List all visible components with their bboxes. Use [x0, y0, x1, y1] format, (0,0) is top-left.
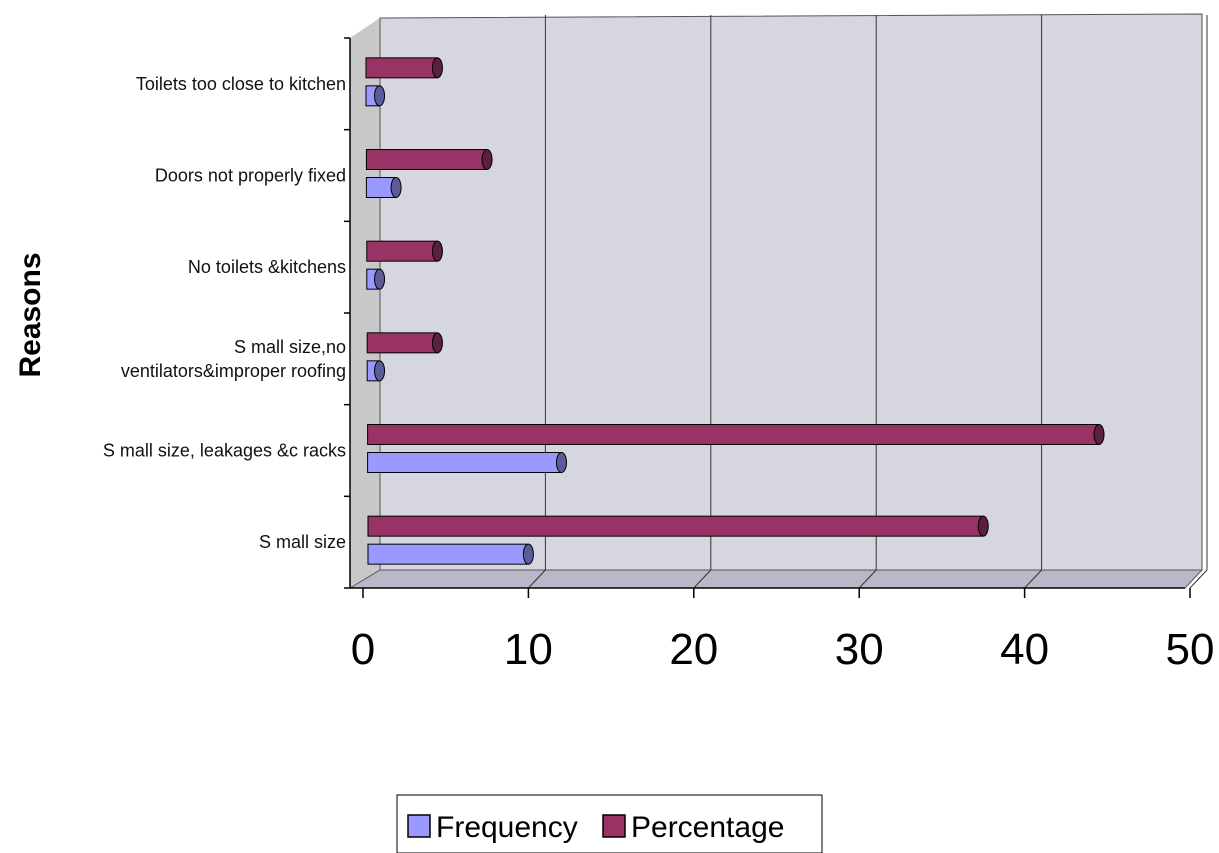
bar-end-cap [390, 177, 402, 198]
bar-end-cap [555, 452, 567, 473]
x-tick-label: 30 [835, 625, 884, 674]
x-tick-label: 0 [351, 625, 375, 674]
bar-end-cap [374, 85, 386, 107]
bar-end-cap [431, 57, 443, 79]
y-axis-title: Reasons [14, 252, 47, 377]
x-tick-label: 50 [1166, 625, 1215, 674]
x-tick-label: 40 [1000, 625, 1049, 674]
back-wall [379, 13, 1203, 571]
bar-percentage [367, 515, 984, 537]
legend-label-frequency: Frequency [436, 811, 578, 844]
bar-end-cap [522, 543, 534, 565]
gridline-floor [1189, 569, 1208, 589]
bar-percentage [366, 240, 438, 262]
bar-percentage [366, 332, 438, 354]
legend-swatch-percentage [602, 814, 626, 838]
legend: Frequency Percentage [396, 794, 823, 853]
gridlines [528, 15, 1208, 589]
bar-end-cap [977, 515, 989, 537]
bar-percentage [367, 424, 1100, 445]
bar-end-cap [481, 149, 493, 170]
bar-frequency [367, 452, 562, 473]
bar-end-cap [374, 360, 386, 382]
x-tick-label: 20 [669, 625, 718, 674]
bar-frequency [367, 543, 529, 565]
bar-end-cap [431, 332, 443, 354]
category-label: No toilets &kitchens [188, 257, 346, 277]
plot-background [348, 13, 1204, 589]
category-label: S mall size, leakages &c racks [103, 441, 346, 461]
bars [365, 57, 1105, 565]
x-axis: 0 10 20 30 40 50 [350, 587, 1215, 674]
bar-percentage [365, 149, 488, 170]
x-tick-label: 10 [504, 625, 553, 674]
category-label: S mall size,no ventilators&improper roofi… [121, 337, 346, 381]
gridline-floor [1024, 569, 1042, 589]
gridline-floor [693, 569, 712, 589]
bar-end-cap [374, 268, 386, 290]
bar-end-cap [431, 240, 443, 262]
bar-percentage [365, 57, 438, 79]
legend-label-percentage: Percentage [631, 811, 784, 844]
bar-end-cap [1093, 424, 1105, 445]
gridline-floor [528, 569, 546, 589]
gridline-floor [858, 569, 877, 589]
category-label: Doors not properly fixed [155, 166, 346, 186]
category-label: S mall size [259, 532, 346, 552]
floor [348, 569, 1204, 589]
legend-swatch-frequency [407, 814, 431, 838]
category-label: Toilets too close to kitchen [136, 74, 346, 94]
y-axis: Toilets too close to kitchen Doors not pr… [103, 37, 351, 589]
